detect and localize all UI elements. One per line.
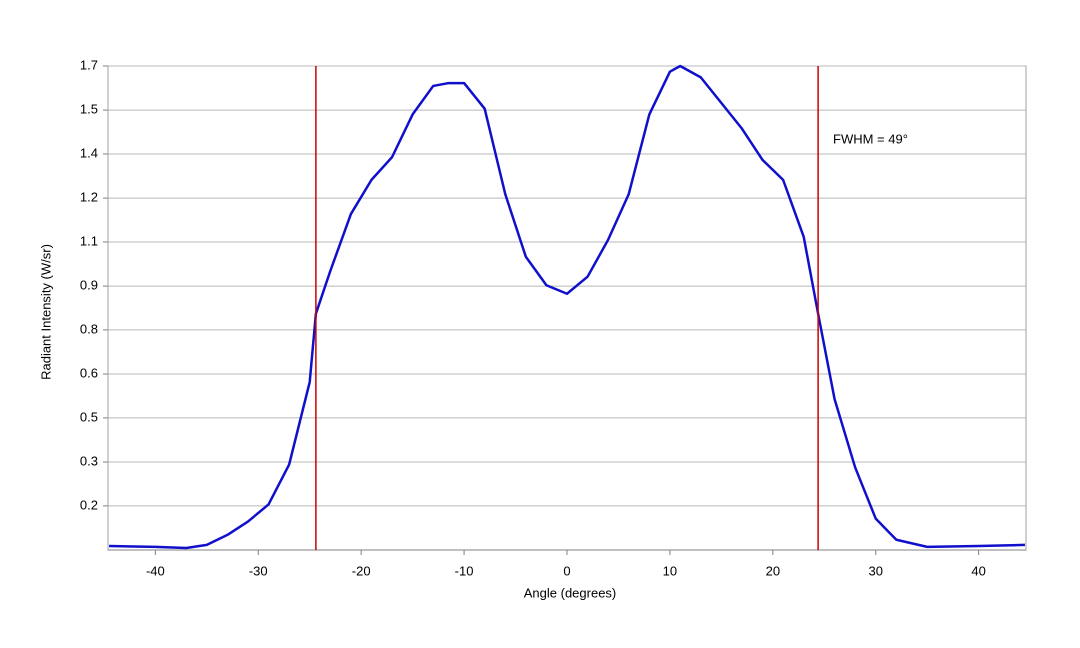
- y-tick-label: 0.8: [80, 321, 98, 336]
- x-tick-label: -30: [249, 563, 268, 578]
- annotation: FWHM = 49°: [833, 131, 908, 146]
- x-tick-label: 30: [869, 563, 883, 578]
- y-tick-label: 1.5: [80, 102, 98, 117]
- x-tick-label: 40: [971, 563, 985, 578]
- x-tick-label: -40: [146, 563, 165, 578]
- y-tick-label: 0.3: [80, 453, 98, 468]
- y-tick-label: 0.6: [80, 365, 98, 380]
- x-tick-label: 0: [563, 563, 570, 578]
- y-tick-label: 1.7: [80, 57, 98, 72]
- y-tick-label: 1.1: [80, 233, 98, 248]
- y-tick-label: 0.9: [80, 278, 98, 293]
- x-tick-label: 10: [663, 563, 677, 578]
- y-tick-label: 1.2: [80, 190, 98, 205]
- x-axis-label: Angle (degrees): [524, 585, 617, 600]
- x-tick-label: 20: [766, 563, 780, 578]
- x-tick-label: -10: [455, 563, 474, 578]
- y-axis-label: Radiant Intensity (W/sr): [38, 244, 53, 380]
- y-tick-label: 0.2: [80, 497, 98, 512]
- y-tick-label: 0.5: [80, 409, 98, 424]
- x-tick-label: -20: [352, 563, 371, 578]
- y-tick-label: 1.4: [80, 145, 98, 160]
